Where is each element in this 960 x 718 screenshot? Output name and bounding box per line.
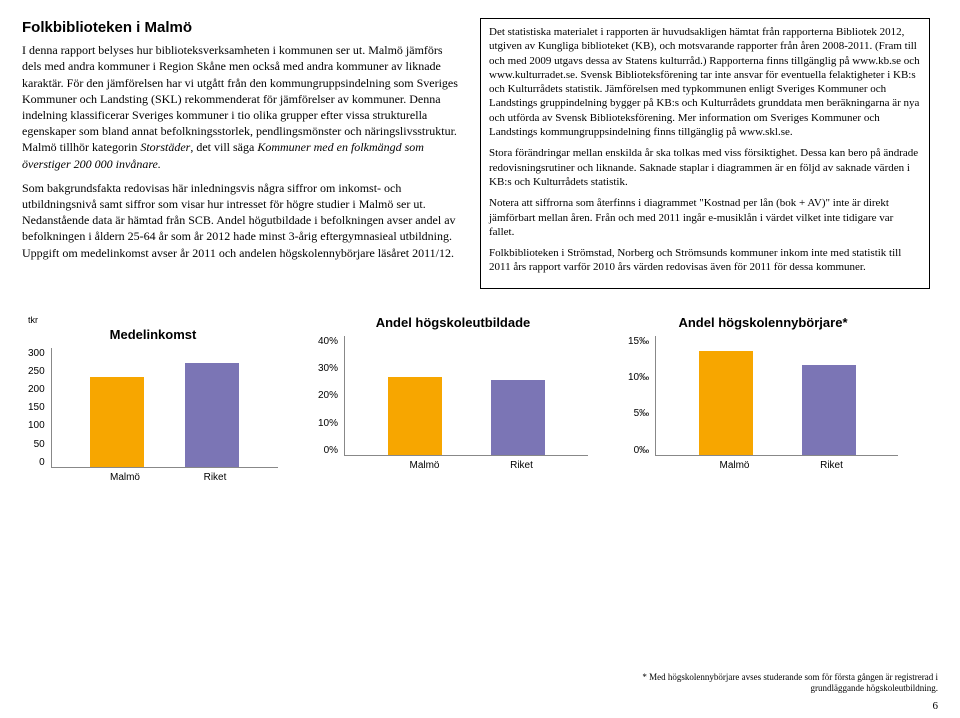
bar — [185, 363, 239, 467]
plot-area — [51, 348, 278, 468]
x-axis: Malmö Riket — [668, 460, 898, 471]
paragraph: Det statistiska materialet i rapporten ä… — [489, 25, 921, 139]
y-axis: 300 250 200 150 100 50 0 — [28, 348, 51, 468]
paragraph: Folkbiblioteken i Strömstad, Norberg och… — [489, 246, 921, 275]
bar — [90, 377, 144, 467]
y-tick: 10% — [318, 418, 338, 429]
x-tick: Malmö — [708, 460, 762, 471]
bar — [802, 365, 856, 455]
chart-title: Andel högskolennybörjare* — [628, 315, 898, 330]
x-tick: Riket — [495, 460, 549, 471]
paragraph: Notera att siffrorna som återfinns i dia… — [489, 196, 921, 239]
y-tick: 200 — [28, 384, 45, 395]
y-tick: 0% — [318, 445, 338, 456]
y-tick: 10‰ — [628, 372, 649, 383]
page-number: 6 — [933, 700, 939, 712]
x-tick: Malmö — [98, 472, 152, 483]
y-tick: 0 — [28, 457, 45, 468]
left-column: Folkbiblioteken i Malmö I denna rapport … — [22, 18, 462, 289]
x-tick: Riket — [805, 460, 859, 471]
y-tick: 30% — [318, 363, 338, 374]
x-tick: Malmö — [398, 460, 452, 471]
plot-area — [655, 336, 898, 456]
y-tick: 20% — [318, 390, 338, 401]
y-tick: 0‰ — [628, 445, 649, 456]
bar — [699, 351, 753, 455]
y-tick: 300 — [28, 348, 45, 359]
chart-title: Medelinkomst — [28, 327, 278, 342]
plot-area — [344, 336, 588, 456]
y-tick: 5‰ — [628, 408, 649, 419]
paragraph: Stora förändringar mellan enskilda år sk… — [489, 146, 921, 189]
y-tick: 50 — [28, 439, 45, 450]
x-axis: Malmö Riket — [358, 460, 588, 471]
bar — [388, 377, 442, 455]
y-tick: 100 — [28, 420, 45, 431]
paragraph: Som bakgrundsfakta redovisas här inledni… — [22, 180, 462, 261]
y-axis: 40% 30% 20% 10% 0% — [318, 336, 344, 456]
page-title: Folkbiblioteken i Malmö — [22, 18, 462, 38]
y-tick: 250 — [28, 366, 45, 377]
y-tick: 40% — [318, 336, 338, 347]
chart-nyborjare: Andel högskolennybörjare* 15‰ 10‰ 5‰ 0‰ Mal… — [628, 315, 898, 483]
y-unit-label: tkr — [28, 315, 278, 325]
footnote: * Med högskolennybörjare avses studerand… — [638, 672, 938, 695]
bar — [491, 380, 545, 455]
chart-hogskoleutbildade: Andel högskoleutbildade 40% 30% 20% 10% 0% M… — [318, 315, 588, 483]
x-axis: Malmö Riket — [62, 472, 278, 483]
y-tick: 15‰ — [628, 336, 649, 347]
chart-title: Andel högskoleutbildade — [318, 315, 588, 330]
x-tick: Riket — [188, 472, 242, 483]
y-tick: 150 — [28, 402, 45, 413]
paragraph: I denna rapport belyses hur biblioteksve… — [22, 42, 462, 172]
info-box: Det statistiska materialet i rapporten ä… — [480, 18, 930, 289]
charts-row: tkr Medelinkomst 300 250 200 150 100 50 0 Malm… — [22, 315, 938, 483]
chart-medelinkomst: tkr Medelinkomst 300 250 200 150 100 50 0 Malm… — [28, 315, 278, 483]
y-axis: 15‰ 10‰ 5‰ 0‰ — [628, 336, 655, 456]
